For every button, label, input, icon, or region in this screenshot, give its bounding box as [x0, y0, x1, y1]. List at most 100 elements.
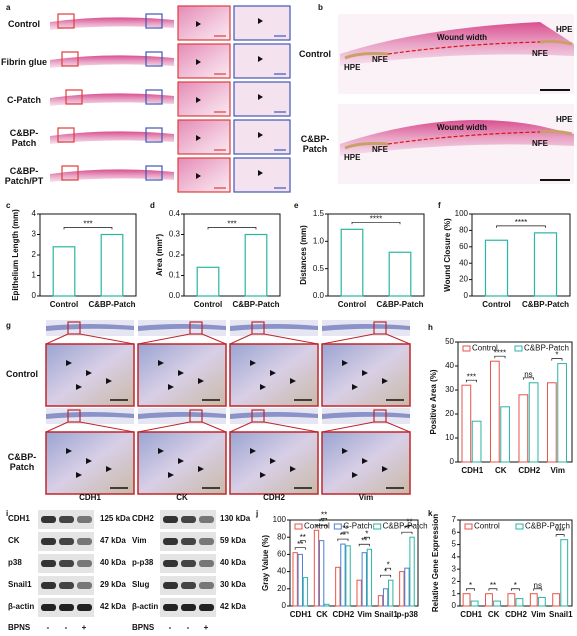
blot-band: [181, 538, 196, 545]
significance-bracket: [337, 538, 349, 542]
y-tick-label: 80: [277, 532, 286, 541]
panel-label: i: [6, 509, 8, 518]
significance-bracket: [294, 547, 306, 550]
x-tick-label: C&BP-Patch: [88, 300, 135, 309]
size-label: 42 kDa: [100, 602, 126, 611]
annotation: NFE: [372, 145, 389, 154]
arrow: [382, 466, 388, 472]
plot-frame: [471, 213, 571, 297]
zoom-image: [229, 343, 319, 407]
legend-swatch: [333, 523, 342, 530]
epithelium: [344, 52, 389, 60]
x-tick-label: CDH2: [332, 610, 354, 619]
significance-bracket: [351, 221, 401, 225]
roi-box: [145, 51, 163, 67]
significance-bracket: [488, 588, 498, 591]
roi-box: [145, 165, 163, 181]
blot-band: [41, 560, 56, 567]
y-tick-label: 6: [452, 527, 457, 536]
column-label: CDH2: [263, 493, 285, 502]
y-tick-label: 0.1: [169, 271, 181, 280]
significance-label: ***: [555, 527, 564, 536]
arrow: [168, 472, 174, 478]
tissue-section: [138, 324, 226, 331]
blot-band: [77, 560, 92, 567]
x-tick-label: C&BP-Patch: [232, 300, 279, 309]
y-tick-label: 0.0: [313, 291, 325, 300]
zoom-connector: [45, 421, 135, 433]
tissue-section: [50, 169, 174, 182]
zoom-image: [233, 43, 291, 79]
x-tick-label: Vim: [550, 466, 565, 475]
arrow: [258, 94, 263, 100]
significance-bracket: [380, 574, 392, 578]
row-label: C&BP-Patch: [9, 128, 39, 148]
panel-label: e: [294, 201, 299, 210]
bar: [335, 566, 341, 607]
x-tick-label: C&BP-Patch: [522, 300, 569, 309]
blot-band: [77, 582, 92, 589]
significance-bracket: [401, 531, 413, 535]
y-tick-label: 3: [452, 564, 457, 573]
blot-band: [77, 538, 92, 545]
y-tick-label: 0: [464, 291, 469, 300]
bar: [297, 553, 303, 607]
annotation: NFE: [532, 139, 549, 148]
roi-box: [189, 321, 203, 335]
y-tick-label: 7: [452, 515, 457, 524]
bar: [529, 593, 538, 607]
arrow: [196, 173, 201, 179]
y-tick-label: 100: [455, 209, 469, 218]
zoom-image: [177, 119, 231, 155]
significance-bracket: [342, 531, 349, 535]
significance-bracket: [358, 543, 370, 547]
tissue-section: [50, 17, 174, 30]
panel-label: b: [318, 3, 323, 12]
bar: [340, 228, 364, 297]
panel-label: c: [6, 201, 11, 210]
legend-swatch: [464, 523, 473, 530]
significance-bracket: [316, 524, 328, 528]
epithelium: [344, 142, 389, 150]
significance-label: *: [514, 581, 517, 590]
panel-label: j: [255, 509, 258, 518]
tissue-section: [322, 324, 410, 331]
significance-bracket: [406, 524, 413, 528]
arrow: [196, 21, 201, 27]
y-tick-label: 0: [32, 291, 37, 300]
bar: [484, 239, 509, 297]
roi-box: [61, 165, 79, 181]
panel-label: g: [6, 321, 11, 330]
x-tick-label: Vim: [357, 610, 372, 619]
zoom-image: [233, 157, 291, 193]
zoom-image: [177, 81, 231, 117]
blot-band: [181, 560, 196, 567]
protein-label: p38: [8, 558, 22, 567]
column-label: CK: [176, 493, 188, 502]
zoom-image: [177, 43, 231, 79]
significance-label: **: [300, 533, 306, 542]
column-label: CDH1: [79, 493, 101, 502]
plot-frame: [289, 519, 419, 607]
bar: [382, 588, 389, 607]
plot-frame: [457, 341, 573, 463]
bar: [366, 548, 373, 607]
y-tick-label: 20: [277, 584, 286, 593]
bar: [100, 233, 124, 297]
bar: [399, 571, 405, 607]
roi-box: [189, 409, 203, 423]
arrow: [158, 360, 164, 366]
tissue-section: [322, 412, 410, 419]
significance-label: **: [406, 517, 412, 526]
tissue-section: [138, 412, 226, 419]
arrow: [290, 466, 296, 472]
significance-bracket: [321, 517, 328, 521]
annotation: NFE: [372, 55, 389, 64]
protein-label: β-actin: [8, 602, 34, 611]
arrow: [258, 132, 263, 138]
bar: [493, 600, 501, 607]
y-axis-title: Gray Value (%): [261, 535, 270, 591]
size-label: 47 kDa: [100, 536, 126, 545]
arrow: [196, 59, 201, 65]
significance-label: ***: [83, 220, 92, 229]
